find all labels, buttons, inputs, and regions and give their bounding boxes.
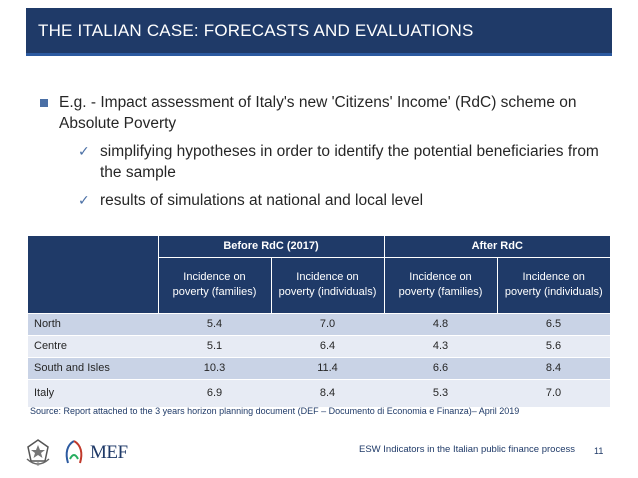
row-label: Centre: [28, 334, 158, 357]
title-bar: THE ITALIAN CASE: FORECASTS AND EVALUATI…: [26, 8, 612, 56]
sub-bullet-item: ✓ results of simulations at national and…: [78, 190, 618, 211]
table-cell: 6.6: [384, 356, 497, 379]
footer-logos: MEF: [24, 437, 128, 469]
table-cell: 5.4: [158, 312, 271, 335]
sub-bullet-item: ✓ simplifying hypotheses in order to ide…: [78, 141, 618, 183]
bullet-text: E.g. - Impact assessment of Italy's new …: [59, 94, 577, 132]
table-cell: 8.4: [497, 356, 610, 379]
table-cell: 6.5: [497, 312, 610, 335]
table-cell: 8.4: [271, 378, 384, 407]
table-column-header-row: Incidence on poverty (families) Incidenc…: [28, 256, 610, 313]
page-number: 11: [594, 446, 604, 456]
column-header: Incidence on poverty (families): [157, 256, 271, 313]
poverty-table: Before RdC (2017) After RdC Incidence on…: [28, 236, 610, 407]
table-cell: 5.1: [158, 334, 271, 357]
group-header-after: After RdC: [383, 236, 610, 257]
table-cell: 7.0: [271, 312, 384, 335]
table-cell: 5.6: [497, 334, 610, 357]
table-row: Centre 5.1 6.4 4.3 5.6: [28, 334, 610, 357]
table-cell: 4.3: [384, 334, 497, 357]
checkmark-icon: ✓: [78, 143, 90, 159]
group-header-before: Before RdC (2017): [157, 236, 384, 257]
emblem-of-italy-icon: [26, 439, 50, 466]
mef-logo-text: MEF: [90, 442, 128, 463]
slide-title: THE ITALIAN CASE: FORECASTS AND EVALUATI…: [38, 20, 474, 40]
row-label: Italy: [28, 378, 158, 407]
sub-bullet-text: simplifying hypotheses in order to ident…: [100, 143, 599, 181]
table-cell: 6.4: [271, 334, 384, 357]
checkmark-icon: ✓: [78, 192, 90, 208]
table-cell: 7.0: [497, 378, 610, 407]
bullet-list: E.g. - Impact assessment of Italy's new …: [40, 92, 620, 211]
row-label: North: [28, 312, 158, 335]
square-bullet-icon: [40, 99, 48, 107]
source-note: Source: Report attached to the 3 years h…: [30, 406, 520, 416]
table-row: Italy 6.9 8.4 5.3 7.0: [28, 378, 610, 407]
sub-bullet-text: results of simulations at national and l…: [100, 192, 424, 209]
row-label: South and Isles: [28, 356, 158, 379]
table-cell: 10.3: [158, 356, 271, 379]
column-header: Incidence on poverty (individuals): [270, 256, 384, 313]
footer-caption: ESW Indicators in the Italian public fin…: [359, 444, 575, 455]
table-group-header-row: Before RdC (2017) After RdC: [28, 236, 610, 313]
table-cell: 4.8: [384, 312, 497, 335]
table-corner-cell: [28, 236, 158, 313]
mef-logo-icon: [65, 440, 83, 464]
table-row: North 5.4 7.0 4.8 6.5: [28, 312, 610, 335]
table-row: South and Isles 10.3 11.4 6.6 8.4: [28, 356, 610, 379]
table-cell: 11.4: [271, 356, 384, 379]
column-header: Incidence on poverty (families): [383, 256, 497, 313]
column-header: Incidence on poverty (individuals): [496, 256, 610, 313]
bullet-item: E.g. - Impact assessment of Italy's new …: [40, 92, 620, 134]
table-cell: 5.3: [384, 378, 497, 407]
table-cell: 6.9: [158, 378, 271, 407]
